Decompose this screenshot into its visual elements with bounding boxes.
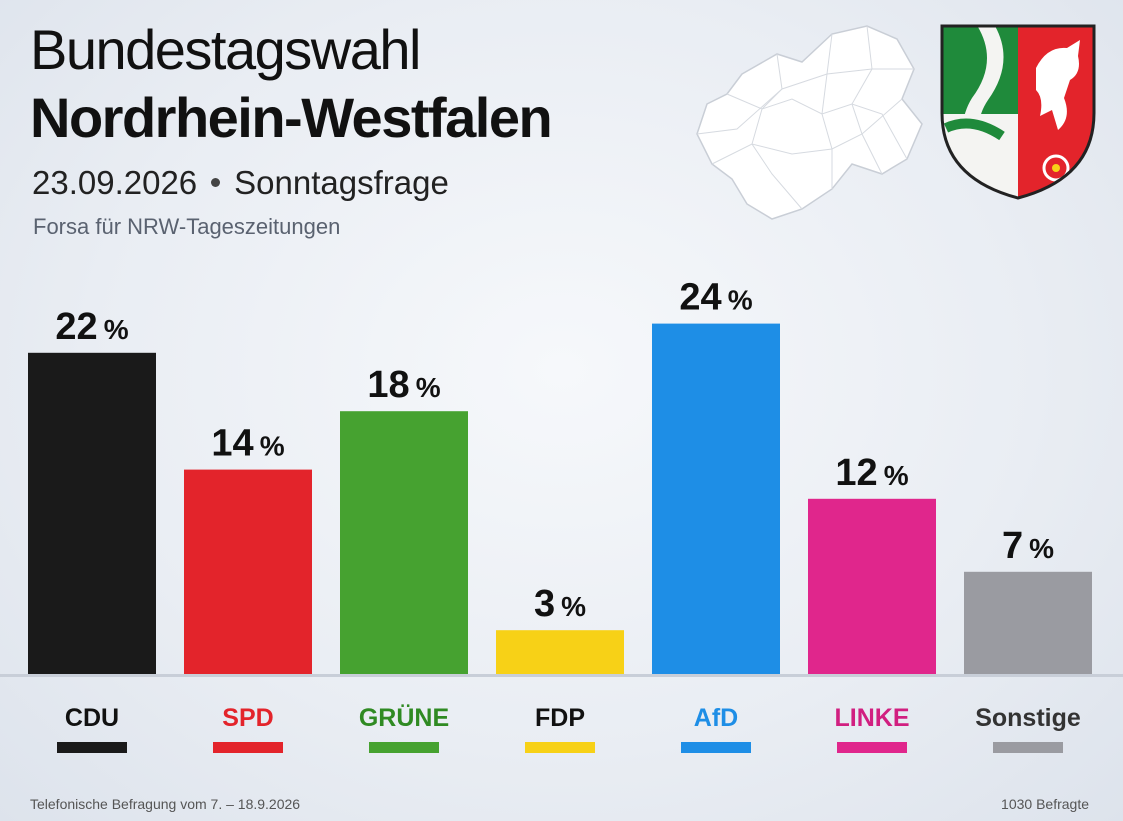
category-label-sonstige: Sonstige	[975, 704, 1081, 732]
category-label-cdu: CDU	[65, 704, 119, 732]
footer-sample-size: 1030 Befragte	[1001, 796, 1089, 812]
value-label-linke: 12%	[835, 452, 908, 494]
legend-swatch-linke	[837, 742, 907, 753]
poll-institute: Forsa für NRW-Tageszeitungen	[33, 214, 341, 239]
subtitle: 23.09.2026 Sonntagsfrage	[32, 166, 449, 199]
bar-spd	[184, 469, 312, 674]
bar-chart: 22 % CDU 14 % SPD 18 % GRÜNE 3 % FDP 24 % AfD 12 % LINKE 7…	[0, 277, 1123, 753]
bar-sonstige	[964, 571, 1092, 674]
category-label-spd: SPD	[222, 704, 273, 732]
value-label-cdu: 22%	[55, 306, 128, 348]
value-label-grüne: 18%	[367, 364, 440, 406]
value-label-afd: 24%	[679, 277, 752, 319]
nrw-coat-of-arms-icon	[940, 24, 1096, 200]
title-line-1: Bundestagswahl	[30, 18, 421, 81]
nrw-map-icon	[696, 25, 923, 220]
legend-swatch-afd	[681, 742, 751, 753]
footer-survey-period: Telefonische Befragung vom 7. – 18.9.202…	[30, 796, 301, 812]
bar-afd	[652, 323, 780, 674]
separator-dot	[211, 177, 221, 187]
bar-linke	[808, 498, 936, 674]
legend-swatch-sonstige	[993, 742, 1063, 753]
bar-grüne	[340, 411, 468, 674]
poll-date: 23.09.2026	[32, 164, 198, 201]
category-label-afd: AfD	[694, 704, 738, 732]
bar-cdu	[28, 352, 156, 674]
legend-swatch-grüne	[369, 742, 439, 753]
value-label-spd: 14%	[211, 423, 284, 465]
poll-type: Sonntagsfrage	[234, 164, 449, 201]
category-label-linke: LINKE	[835, 704, 910, 732]
chart-baseline	[0, 674, 1123, 677]
legend-swatch-spd	[213, 742, 283, 753]
value-label-sonstige: 7%	[1002, 525, 1054, 567]
value-label-fdp: 3%	[534, 583, 586, 625]
bar-fdp	[496, 630, 624, 674]
category-label-grüne: GRÜNE	[359, 703, 449, 732]
category-label-fdp: FDP	[535, 704, 585, 732]
legend-swatch-fdp	[525, 742, 595, 753]
title-line-2: Nordrhein-Westfalen	[30, 86, 553, 149]
legend-swatch-cdu	[57, 742, 127, 753]
